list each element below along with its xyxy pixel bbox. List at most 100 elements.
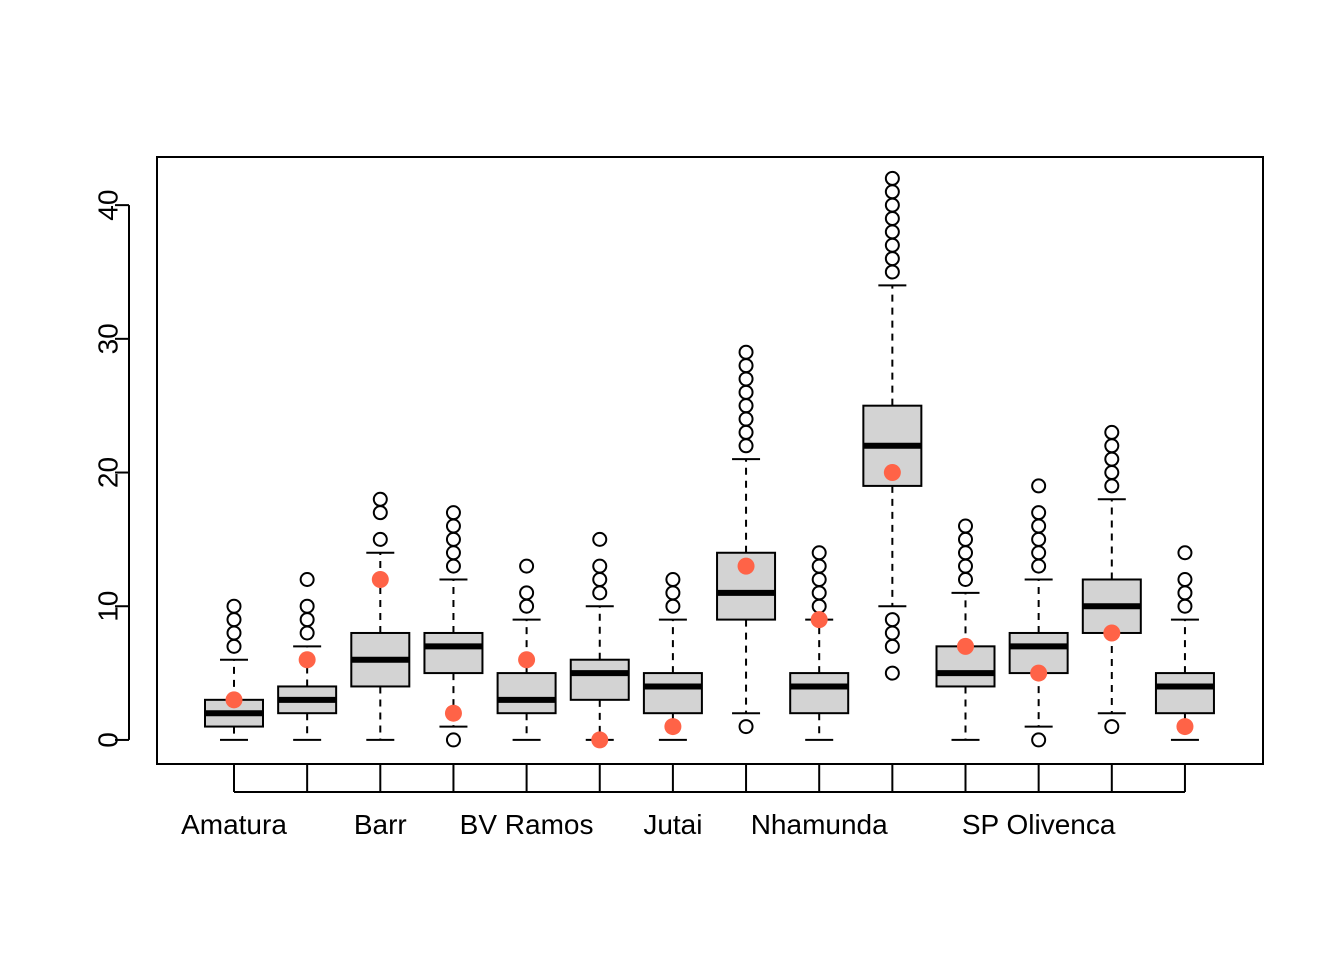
outlier-point xyxy=(1177,545,1193,561)
outlier-point xyxy=(1177,571,1193,587)
outlier-point xyxy=(884,211,900,227)
box-iqr xyxy=(789,672,850,715)
outlier-point xyxy=(299,625,315,641)
outlier-point xyxy=(372,505,388,521)
outlier-point xyxy=(1177,585,1193,601)
box-group xyxy=(350,491,411,741)
highlight-point xyxy=(810,611,828,629)
outlier-point xyxy=(811,598,827,614)
outlier-point xyxy=(1031,732,1047,748)
outlier-point xyxy=(665,585,681,601)
highlight-point xyxy=(371,570,389,588)
outlier-point xyxy=(884,197,900,213)
highlight-point xyxy=(225,691,243,709)
highlight-point xyxy=(1103,624,1121,642)
outlier-point xyxy=(811,558,827,574)
box-iqr xyxy=(642,672,703,715)
x-axis: Amatura Barr BV Ramos Jutai Nhamunda SP Olive… xyxy=(181,764,1186,840)
y-tick-label: 10 xyxy=(93,591,124,622)
outlier-point xyxy=(811,545,827,561)
x-tick-label: SP Olivenca xyxy=(962,809,1116,840)
outlier-point xyxy=(958,531,973,547)
outlier-point xyxy=(1104,719,1120,735)
highlight-point xyxy=(737,557,755,575)
highlight-point xyxy=(1030,664,1048,682)
outlier-point xyxy=(226,612,242,628)
outlier-point xyxy=(884,224,900,240)
y-tick-label: 30 xyxy=(93,323,124,354)
outlier-point xyxy=(958,518,973,534)
x-tick-label: Jutai xyxy=(643,809,702,840)
outlier-point xyxy=(958,558,973,574)
outlier-point xyxy=(665,598,681,614)
outlier-point xyxy=(592,531,608,547)
x-tick-label: Nhamunda xyxy=(751,809,888,840)
y-tick-label: 20 xyxy=(93,457,124,488)
outlier-point xyxy=(299,612,315,628)
outlier-point xyxy=(811,585,827,601)
outlier-point xyxy=(1031,531,1047,547)
outlier-point xyxy=(1104,424,1120,440)
box-group xyxy=(569,531,630,749)
outlier-point xyxy=(958,545,973,561)
y-axis: 0 10 20 30 40 xyxy=(93,190,130,748)
outlier-point xyxy=(884,638,900,654)
outlier-point xyxy=(299,571,315,587)
outlier-point xyxy=(884,264,900,280)
outlier-point xyxy=(372,491,388,507)
outlier-point xyxy=(884,612,900,628)
outlier-point xyxy=(445,505,461,521)
highlight-point xyxy=(1176,718,1194,736)
outlier-point xyxy=(1031,558,1047,574)
highlight-point xyxy=(444,704,462,722)
outlier-point xyxy=(738,358,754,374)
outlier-point xyxy=(1177,598,1193,614)
box-group xyxy=(1081,424,1142,735)
box-iqr xyxy=(716,551,777,621)
y-tick-label: 0 xyxy=(93,732,124,748)
outlier-point xyxy=(519,558,535,574)
highlight-point xyxy=(883,464,901,482)
outlier-point xyxy=(738,371,754,387)
outlier-point xyxy=(445,545,461,561)
outlier-point xyxy=(665,571,681,587)
outlier-point xyxy=(226,598,242,614)
highlight-point xyxy=(518,651,536,669)
highlight-point xyxy=(298,651,316,669)
x-tick-label: Barr xyxy=(354,809,407,840)
box-group xyxy=(1154,545,1215,741)
outlier-point xyxy=(1104,478,1120,494)
box-group xyxy=(423,505,484,748)
outlier-point xyxy=(1031,478,1047,494)
outlier-point xyxy=(884,625,900,641)
outlier-point xyxy=(592,585,608,601)
outlier-point xyxy=(1104,465,1120,481)
outlier-point xyxy=(884,251,900,267)
outlier-point xyxy=(226,638,242,654)
outlier-point xyxy=(1104,451,1120,467)
outlier-point xyxy=(884,237,900,253)
outlier-point xyxy=(445,518,461,534)
box-group xyxy=(935,518,996,741)
outlier-point xyxy=(519,585,535,601)
outlier-point xyxy=(372,531,388,547)
box-group xyxy=(277,571,338,741)
outlier-point xyxy=(299,598,315,614)
box-group xyxy=(642,571,703,741)
outlier-point xyxy=(445,732,461,748)
outlier-point xyxy=(738,398,754,414)
outlier-point xyxy=(738,384,754,400)
highlight-point xyxy=(957,637,974,655)
highlight-point xyxy=(664,718,682,736)
boxes xyxy=(204,170,1215,749)
outlier-point xyxy=(445,531,461,547)
outlier-point xyxy=(958,571,973,587)
box-iqr xyxy=(1008,631,1069,675)
outlier-point xyxy=(884,170,900,186)
outlier-point xyxy=(226,625,242,641)
outlier-point xyxy=(592,558,608,574)
outlier-point xyxy=(811,571,827,587)
box-iqr xyxy=(423,631,484,675)
outlier-point xyxy=(738,344,754,360)
